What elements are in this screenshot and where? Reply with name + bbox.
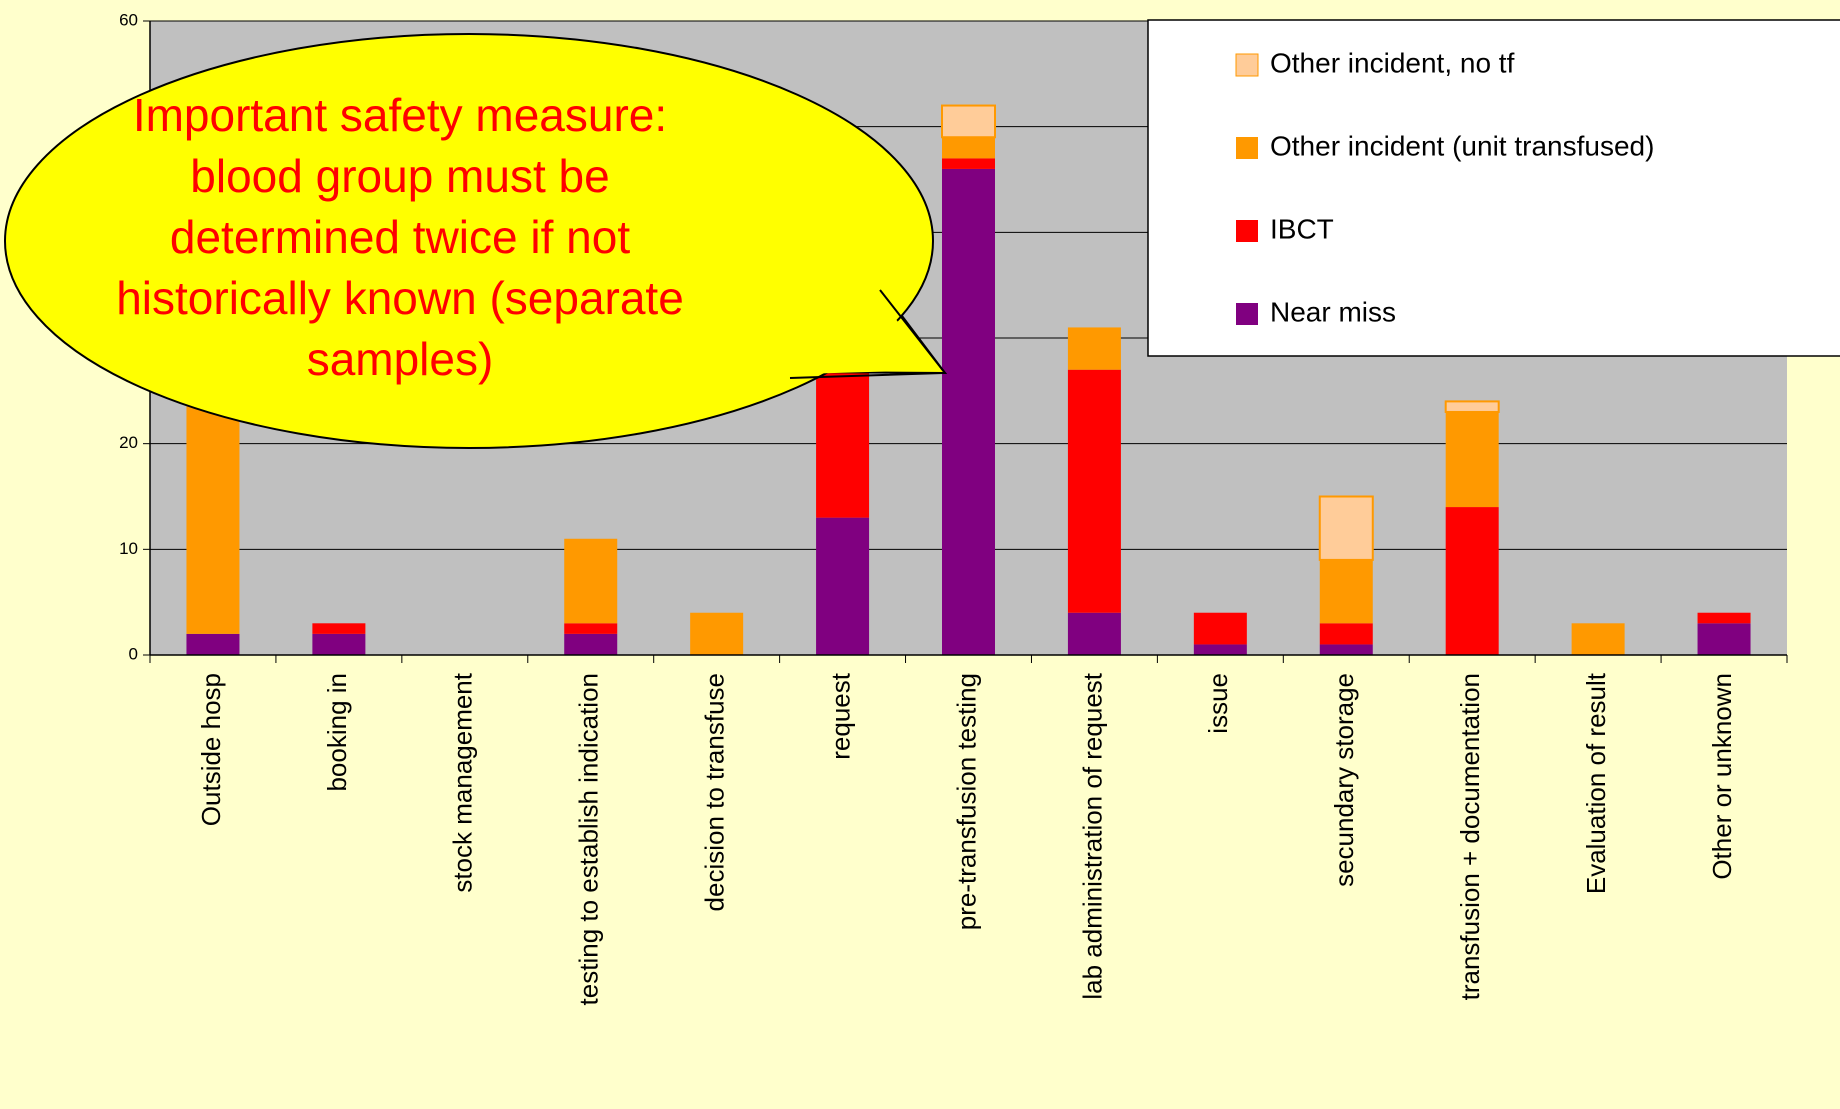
bar-segment [690,612,744,655]
bar-segment [564,633,618,655]
bar-segment [1444,400,1500,413]
callout-bubble [4,33,934,449]
x-tick-label: Evaluation of result [1581,672,1611,894]
bar-segment [564,538,618,624]
y-tick-label: 0 [129,644,138,663]
x-tick-label: Other or unknown [1707,673,1737,880]
bar-segment [941,104,996,139]
legend-swatch [1235,53,1259,77]
y-tick-label: 10 [119,539,138,558]
y-tick-label: 60 [119,10,138,29]
bar-segment [312,633,366,655]
y-tick-label: 20 [119,433,138,452]
x-tick-label: pre-transfusion testing [951,673,981,930]
x-tick-label: testing to establish indication [574,673,604,1005]
annotation-line: samples) [307,333,494,385]
annotation-line: historically known (separate [116,272,684,324]
bar-segment [942,168,995,655]
bar-segment [816,517,870,655]
legend-box [1147,19,1840,357]
bar-segment [1697,623,1751,655]
bar-segment [1067,327,1121,370]
x-tick-label: issue [1203,673,1233,734]
legend-swatch [1236,220,1258,242]
legend-label: Near miss [1270,296,1396,327]
bar-segment [312,623,366,634]
bar-segment [1445,411,1499,508]
bar-segment [1445,507,1499,655]
bar-segment [1697,612,1751,624]
bar-segment [1319,623,1373,645]
bar-segment [942,158,995,169]
x-tick-label: Outside hosp [196,673,226,826]
x-tick-label: transfusion + documentation [1455,673,1485,1000]
legend-swatch [1236,303,1258,325]
legend: Near miss IBCT Other incident (unit transf… [1147,19,1840,357]
x-tick-label: secundary storage [1329,673,1359,887]
bar-segment [816,359,870,518]
bar-segment [942,137,995,159]
legend-swatch [1236,137,1258,159]
x-tick-label: request [825,672,855,759]
bar-segment [1319,644,1373,655]
bar-segment [1193,612,1247,645]
annotation-line: blood group must be [190,150,609,202]
bar-segment [1319,559,1373,624]
legend-label: IBCT [1270,213,1334,244]
x-tick-label: lab administration of request [1077,672,1107,999]
bar-segment [1193,644,1247,655]
bar-segment [1067,612,1121,655]
callout-tail-outline [789,289,948,379]
x-tick-label: decision to transfuse [700,673,730,911]
bar-segment [186,633,240,655]
annotation-line: Important safety measure: [133,89,667,141]
bar-segment [1067,369,1121,613]
callout-tail-fill [800,292,935,374]
annotation-line: determined twice if not [170,211,630,263]
bar-segment [186,390,240,634]
bar-segment [1571,623,1625,655]
bar-segment [564,623,618,634]
legend-label: Other incident, no tf [1270,47,1515,78]
legend-label: Other incident (unit transfused) [1270,130,1654,161]
x-tick-label: booking in [322,673,352,792]
x-tick-label: stock management [448,672,478,892]
bar-segment [1318,495,1374,561]
callout: Important safety measure: blood group mus… [4,33,948,449]
